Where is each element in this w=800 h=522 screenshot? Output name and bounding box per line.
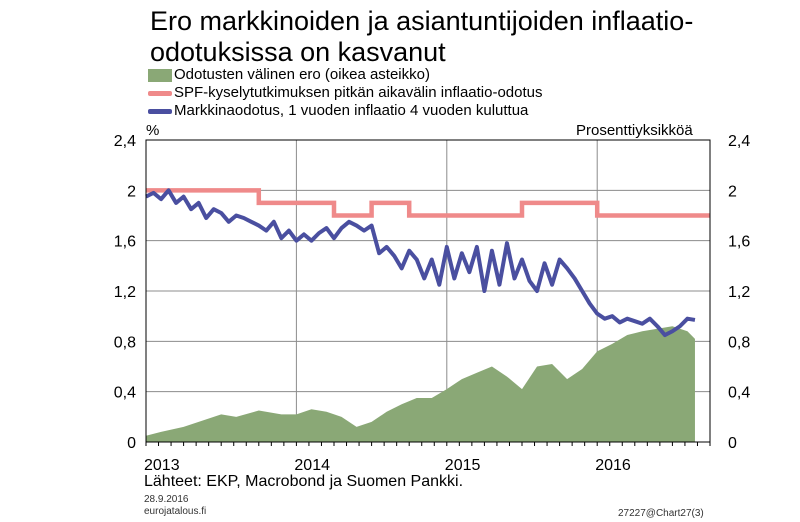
- legend-item-market: Markkinaodotus, 1 vuoden inflaatio 4 vuo…: [148, 102, 543, 120]
- series-spf-line: [146, 188, 710, 218]
- series-market-line: [145, 188, 696, 338]
- legend-swatch-market: [148, 108, 172, 114]
- chart-title: Ero markkinoiden ja asiantuntijoiden inf…: [150, 6, 694, 67]
- y-tick-label-left: 0,8: [114, 334, 136, 351]
- sources-note: Lähteet: EKP, Macrobond ja Suomen Pankki…: [144, 473, 464, 490]
- y-tick-label-left: 0,4: [114, 385, 136, 402]
- plot-frame: [145, 139, 711, 443]
- left-axis-unit: %: [146, 122, 160, 139]
- legend-label-gap: Odotusten välinen ero (oikea asteikko): [174, 66, 430, 83]
- x-tick-label: 2013: [144, 457, 180, 474]
- y-tick-label-right: 0,8: [728, 334, 750, 351]
- legend: Odotusten välinen ero (oikea asteikko) S…: [148, 66, 543, 120]
- y-tick-label-left: 1,2: [114, 284, 136, 301]
- y-tick-label-right: 1,2: [728, 284, 750, 301]
- legend-item-spf: SPF-kyselytutkimuksen pitkän aikavälin i…: [148, 84, 543, 102]
- legend-swatch-spf: [148, 90, 172, 96]
- y-tick-label-right: 1,6: [728, 234, 750, 251]
- y-tick-label-right: 2: [728, 183, 737, 200]
- x-tick-label: 2015: [445, 457, 481, 474]
- x-tick-label: 2014: [294, 457, 330, 474]
- publish-date: 28.9.2016: [144, 494, 189, 505]
- site-name: eurojatalous.fi: [144, 506, 207, 517]
- y-tick-label-right: 0: [728, 435, 737, 452]
- legend-item-gap: Odotusten välinen ero (oikea asteikko): [148, 66, 543, 84]
- y-tick-label-left: 2: [127, 183, 136, 200]
- legend-swatch-gap: [148, 68, 172, 82]
- y-tick-label-right: 2,4: [728, 133, 750, 150]
- y-tick-label-right: 0,4: [728, 385, 750, 402]
- y-tick-label-left: 2,4: [114, 133, 136, 150]
- legend-label-spf: SPF-kyselytutkimuksen pitkän aikavälin i…: [174, 84, 543, 101]
- right-axis-unit: Prosenttiyksikköä: [576, 122, 693, 139]
- y-tick-label-left: 0: [127, 435, 136, 452]
- chart-id: 27227@Chart27(3): [618, 508, 704, 519]
- legend-label-market: Markkinaodotus, 1 vuoden inflaatio 4 vuo…: [174, 102, 529, 119]
- series-gap-area: [146, 326, 695, 442]
- x-tick-label: 2016: [595, 457, 631, 474]
- y-tick-label-left: 1,6: [114, 234, 136, 251]
